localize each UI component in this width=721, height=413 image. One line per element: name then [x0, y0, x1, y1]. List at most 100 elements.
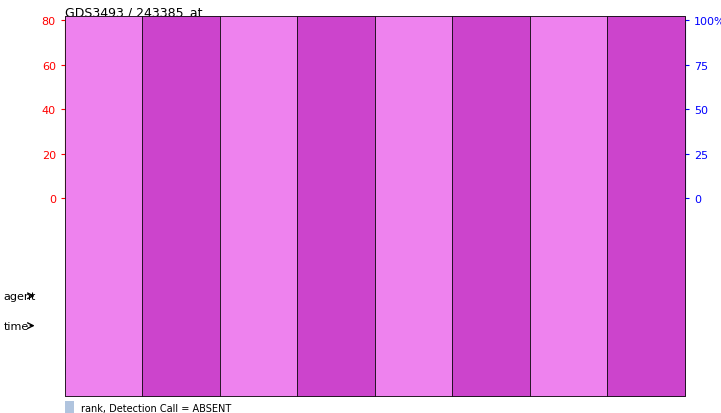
Bar [503, 199, 528, 281]
Text: percentile rank within the sample: percentile rank within the sample [81, 364, 246, 374]
Bar [593, 188, 599, 199]
Bar [151, 172, 157, 199]
Bar [535, 176, 541, 199]
Text: GSM270893: GSM270893 [588, 205, 597, 256]
Bar [304, 185, 311, 199]
Bar [324, 199, 349, 281]
Bar [586, 190, 593, 199]
Bar [273, 199, 298, 281]
Bar [65, 382, 74, 395]
Text: GSM270890: GSM270890 [511, 205, 521, 256]
Text: GSM270892: GSM270892 [562, 205, 572, 256]
Bar [644, 190, 650, 199]
Text: 24 h: 24 h [634, 202, 659, 211]
Bar [228, 190, 234, 199]
Bar [561, 172, 567, 199]
Bar [349, 199, 375, 281]
Text: rank, Detection Call = ABSENT: rank, Detection Call = ABSENT [81, 403, 231, 413]
Text: GSM270872: GSM270872 [76, 205, 85, 256]
Text: time: time [4, 321, 29, 331]
Bar [554, 199, 580, 281]
Bar [131, 186, 138, 199]
Text: 1 h: 1 h [95, 202, 112, 211]
Text: 24 h: 24 h [324, 202, 349, 211]
Bar [657, 199, 682, 281]
Bar [388, 128, 394, 199]
Text: GDS3493 / 243385_at: GDS3493 / 243385_at [65, 5, 203, 19]
Bar [612, 190, 619, 199]
Bar [464, 193, 471, 199]
Bar [311, 186, 317, 199]
Bar [221, 199, 247, 281]
Text: GSM270879: GSM270879 [229, 205, 239, 256]
Bar [401, 199, 426, 281]
Text: GSM270885: GSM270885 [384, 205, 392, 256]
Bar [330, 192, 337, 199]
Bar [253, 172, 260, 199]
Text: GSM270878: GSM270878 [204, 205, 213, 256]
Bar [407, 163, 413, 199]
Bar [516, 190, 522, 199]
Bar [195, 199, 221, 281]
Bar [260, 185, 266, 199]
Bar [157, 172, 164, 199]
Bar [458, 192, 464, 199]
Bar [670, 185, 676, 199]
Bar [247, 199, 273, 281]
Bar [375, 199, 401, 281]
Text: 2 h: 2 h [172, 202, 190, 211]
Bar [631, 199, 657, 281]
Text: 2 h: 2 h [482, 202, 500, 211]
Text: GSM270887: GSM270887 [435, 205, 443, 256]
Bar [528, 199, 554, 281]
Bar [125, 192, 131, 199]
Bar [144, 199, 170, 281]
Bar [286, 181, 292, 199]
Text: 1 h: 1 h [405, 202, 423, 211]
Bar [484, 190, 490, 199]
Bar [355, 192, 362, 199]
Bar [119, 199, 144, 281]
Bar [74, 192, 80, 199]
Text: GSM270880: GSM270880 [255, 205, 264, 256]
Bar [68, 199, 93, 281]
Bar [182, 185, 189, 199]
Bar [413, 174, 420, 199]
Text: cigarette smoke: cigarette smoke [479, 200, 580, 213]
Text: control: control [198, 200, 242, 213]
Text: GSM270888: GSM270888 [460, 205, 469, 256]
Text: value, Detection Call = ABSENT: value, Detection Call = ABSENT [81, 383, 236, 394]
Bar [337, 190, 343, 199]
Bar [452, 199, 477, 281]
Bar [433, 190, 439, 199]
Text: GSM270883: GSM270883 [332, 205, 341, 256]
Text: GSM270884: GSM270884 [358, 205, 366, 256]
Text: count: count [81, 344, 108, 354]
Text: GSM270891: GSM270891 [537, 205, 546, 256]
Bar [567, 169, 573, 199]
Bar [208, 170, 215, 199]
Bar [106, 183, 112, 199]
Bar [234, 190, 240, 199]
Bar [362, 190, 368, 199]
Bar [426, 199, 452, 281]
Text: GSM270894: GSM270894 [614, 205, 623, 256]
Bar [80, 186, 87, 199]
Bar [381, 21, 388, 199]
Bar [606, 199, 631, 281]
Bar [279, 172, 286, 199]
Bar [490, 192, 497, 199]
Bar [177, 176, 182, 199]
Text: GSM270873: GSM270873 [102, 205, 110, 256]
Text: GSM270886: GSM270886 [409, 205, 418, 256]
Bar [65, 343, 74, 356]
Text: 4 h: 4 h [559, 202, 578, 211]
Text: agent: agent [4, 291, 36, 301]
Bar [202, 172, 208, 199]
Bar [541, 185, 548, 199]
Text: GSM270875: GSM270875 [153, 205, 162, 256]
Bar [65, 363, 74, 375]
Bar [65, 401, 74, 413]
Text: GSM270881: GSM270881 [280, 205, 290, 256]
Bar [580, 199, 606, 281]
